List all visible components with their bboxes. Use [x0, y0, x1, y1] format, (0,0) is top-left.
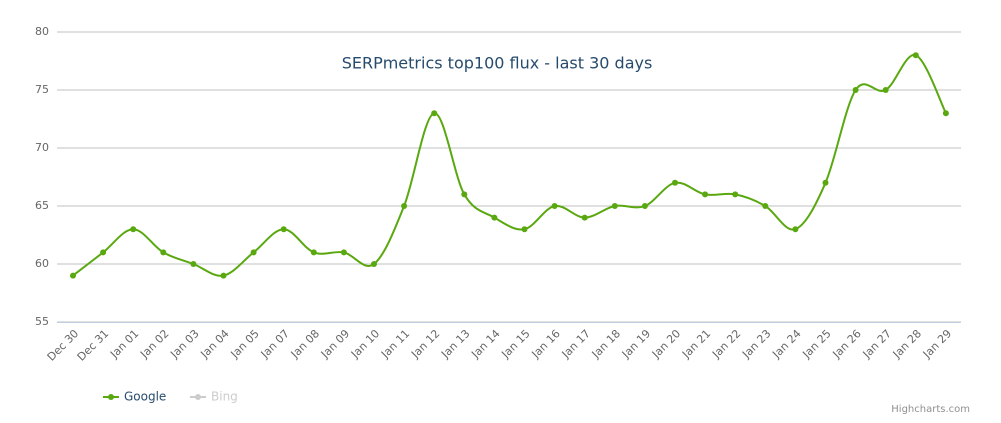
chart-title: SERPmetrics top100 flux - last 30 days [342, 54, 653, 73]
point-marker [852, 87, 859, 93]
x-tick-label: Jan 11 [378, 327, 412, 361]
legend-item[interactable]: Google [124, 390, 166, 404]
point-marker [521, 226, 528, 233]
x-tick-label: Jan 07 [258, 327, 292, 361]
point-marker [912, 52, 919, 59]
point-marker [70, 272, 76, 279]
point-marker [160, 249, 167, 256]
point-marker [792, 226, 799, 233]
point-marker [401, 203, 408, 209]
legend-marker [108, 394, 114, 400]
point-marker [280, 226, 287, 233]
point-marker [491, 214, 498, 221]
x-tick-label: Dec 31 [75, 327, 112, 364]
x-tick-label: Dec 30 [45, 327, 82, 364]
point-marker [762, 203, 769, 209]
point-marker [702, 191, 709, 198]
x-tick-label: Jan 27 [860, 327, 894, 361]
point-marker [220, 272, 227, 279]
x-tick-label: Jan 08 [288, 327, 322, 361]
credits[interactable]: Highcharts.com [891, 404, 970, 415]
x-tick-label: Jan 29 [920, 327, 954, 361]
x-tick-label: Jan 09 [318, 327, 352, 361]
point-marker [310, 249, 317, 256]
x-tick-label: Jan 16 [529, 327, 563, 361]
x-tick-label: Jan 02 [137, 327, 171, 361]
series-line [72, 54, 947, 277]
point-marker [100, 249, 107, 256]
point-marker [942, 110, 949, 117]
x-tick-label: Jan 15 [498, 327, 532, 361]
y-tick-label: 65 [35, 199, 49, 212]
x-tick-label: Jan 24 [769, 327, 803, 361]
point-marker [371, 261, 377, 267]
x-tick-label: Jan 17 [559, 327, 593, 361]
x-tick-label: Jan 13 [438, 327, 472, 361]
x-tick-label: Jan 19 [619, 327, 653, 361]
point-marker [250, 249, 257, 256]
legend-item[interactable]: Bing [211, 390, 238, 404]
y-tick-label: 60 [35, 257, 49, 270]
point-marker [611, 203, 618, 209]
x-tick-label: Jan 18 [589, 327, 623, 361]
y-tick-label: 70 [35, 141, 49, 154]
point-marker [340, 249, 347, 256]
point-marker [732, 191, 739, 198]
point-marker [130, 226, 137, 233]
y-tick-label: 55 [35, 315, 49, 328]
y-tick-label: 80 [35, 25, 49, 38]
x-tick-label: Jan 14 [468, 327, 502, 361]
x-tick-label: Jan 21 [679, 327, 713, 361]
x-tick-label: Jan 12 [408, 327, 442, 361]
y-tick-label: 75 [35, 83, 49, 96]
point-marker [431, 110, 438, 117]
x-tick-label: Jan 25 [799, 327, 833, 361]
point-marker [822, 179, 829, 186]
x-tick-label: Jan 01 [107, 327, 141, 361]
legend-marker [195, 394, 201, 400]
point-marker [461, 191, 468, 198]
x-tick-label: Jan 03 [167, 327, 201, 361]
point-marker [641, 203, 648, 209]
x-tick-label: Jan 05 [228, 327, 262, 361]
point-marker [672, 179, 678, 186]
point-marker [551, 203, 558, 209]
point-marker [581, 214, 588, 221]
x-tick-label: Jan 10 [348, 327, 382, 361]
x-tick-label: Jan 26 [830, 327, 864, 361]
point-marker [882, 87, 889, 93]
x-tick-label: Jan 20 [649, 327, 683, 361]
x-tick-label: Jan 04 [197, 327, 231, 361]
point-marker [190, 261, 197, 267]
x-tick-label: Jan 23 [739, 327, 773, 361]
x-tick-label: Jan 28 [890, 327, 924, 361]
x-tick-label: Jan 22 [709, 327, 743, 361]
